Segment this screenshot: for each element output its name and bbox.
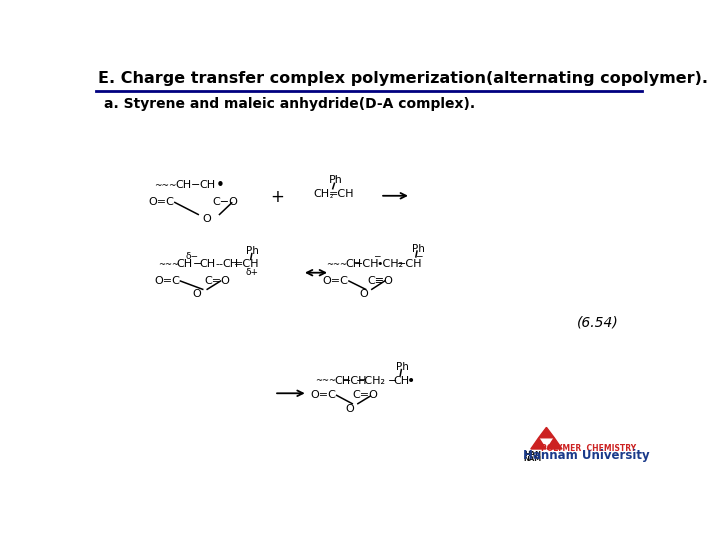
Text: CH: CH — [222, 259, 238, 269]
Text: •: • — [216, 178, 225, 193]
Text: O=C: O=C — [310, 390, 336, 400]
Text: a. Styrene and maleic anhydride(D-A complex).: a. Styrene and maleic anhydride(D-A comp… — [104, 97, 475, 111]
Text: E. Charge transfer complex polymerization(alternating copolymer).: E. Charge transfer complex polymerizatio… — [99, 71, 708, 86]
Text: CH: CH — [176, 180, 192, 191]
Text: ₂: ₂ — [330, 191, 333, 200]
Text: CH: CH — [199, 180, 215, 191]
Text: ~~~: ~~~ — [154, 181, 176, 190]
Text: HAN: HAN — [524, 451, 541, 457]
Text: −: − — [192, 180, 201, 191]
Text: O=C: O=C — [323, 276, 348, 286]
Text: −: − — [192, 259, 202, 269]
Text: −CH₂: −CH₂ — [356, 376, 386, 386]
Text: •: • — [408, 374, 415, 388]
Text: Ph: Ph — [396, 362, 409, 372]
Text: Ph: Ph — [328, 176, 343, 185]
Text: C=O: C=O — [204, 276, 230, 286]
Text: •CH₂: •CH₂ — [377, 259, 404, 269]
Polygon shape — [539, 427, 554, 438]
Text: −: − — [373, 252, 381, 261]
Text: CH: CH — [199, 259, 215, 269]
Text: CH: CH — [313, 188, 330, 199]
Text: −: − — [388, 376, 397, 386]
Polygon shape — [531, 438, 546, 449]
Text: Ph: Ph — [246, 246, 259, 256]
Text: ~~~: ~~~ — [158, 260, 179, 269]
Text: POLYMER  CHEMISTRY: POLYMER CHEMISTRY — [541, 444, 636, 453]
Text: O: O — [193, 289, 202, 299]
Text: ~~~: ~~~ — [315, 376, 336, 386]
Text: C−O: C−O — [212, 197, 238, 207]
Text: +: + — [270, 188, 284, 206]
Text: Hannam University: Hannam University — [523, 449, 650, 462]
Text: δ−: δ− — [185, 252, 198, 261]
Text: C≡O: C≡O — [367, 276, 393, 286]
Text: CH: CH — [346, 259, 361, 269]
Text: −: − — [415, 252, 423, 261]
Text: −CH: −CH — [397, 259, 422, 269]
Text: −CH: −CH — [354, 259, 379, 269]
Text: O: O — [346, 404, 354, 414]
Text: O: O — [203, 214, 212, 225]
Polygon shape — [547, 438, 562, 449]
Text: O: O — [359, 289, 368, 299]
Text: Ph: Ph — [412, 244, 425, 254]
Text: NAM: NAM — [523, 456, 541, 462]
Text: =CH: =CH — [233, 259, 259, 269]
Text: CH: CH — [177, 259, 193, 269]
Text: −CH: −CH — [342, 376, 367, 386]
Text: δ+: δ+ — [246, 268, 258, 277]
Text: ~~~: ~~~ — [326, 260, 347, 269]
Text: CH: CH — [393, 376, 410, 386]
Text: O=C: O=C — [154, 276, 180, 286]
Text: C=O: C=O — [353, 390, 379, 400]
Text: =CH: =CH — [328, 188, 354, 199]
Text: --: -- — [215, 259, 223, 269]
Text: (6.54): (6.54) — [577, 315, 618, 329]
Text: CH: CH — [334, 376, 350, 386]
Text: O=C: O=C — [148, 197, 174, 207]
